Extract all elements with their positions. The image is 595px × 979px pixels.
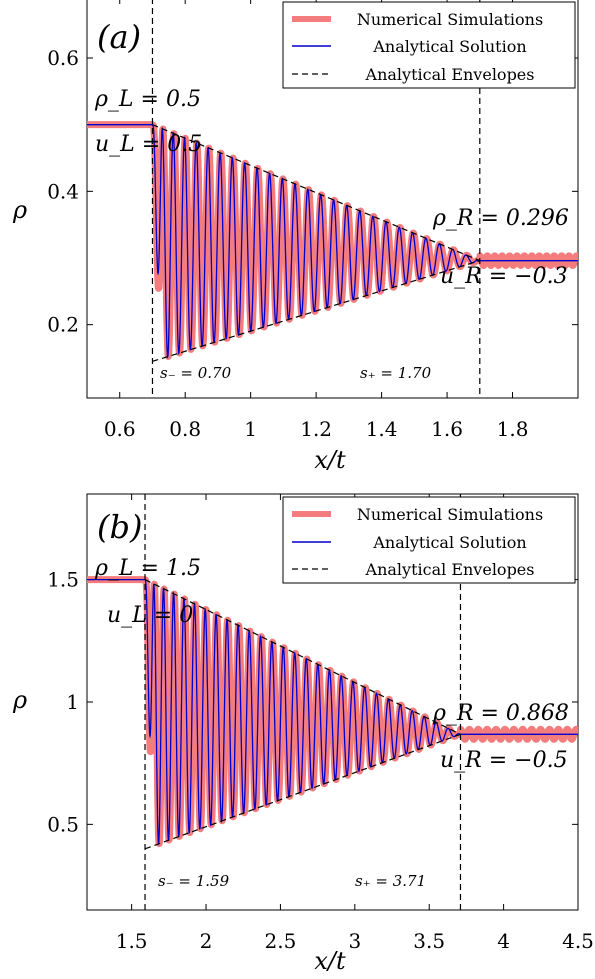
right-state-rho-a: ρ_R = 0.296: [432, 206, 569, 231]
left-state-u-b: u_L = 0: [107, 603, 193, 628]
envelope-upper-b: [144, 579, 461, 735]
legend-entry-analytical-b: Analytical Solution: [372, 533, 526, 552]
x-tick-label-b: 4.5: [562, 929, 594, 953]
legend-box-a: [282, 1, 576, 89]
x-tick-label-a: 1: [244, 417, 257, 441]
x-tick-label-a: 1.6: [431, 417, 463, 441]
s-plus-label-a: s₊ = 1.70: [360, 364, 432, 382]
x-tick-label-b: 3.5: [413, 929, 445, 953]
legend-entry-numerical-a: Numerical Simulations: [357, 10, 543, 29]
x-axis-label-a: x/t: [314, 446, 346, 474]
x-tick-label-b: 1.5: [116, 929, 148, 953]
analytical-solution-line-a: [87, 124, 578, 359]
left-state-rho-a: ρ_L = 0.5: [94, 87, 201, 112]
y-tick-label-b: 1: [66, 690, 79, 714]
s-minus-label-b: s₋ = 1.59: [158, 872, 230, 890]
legend-box-b: [282, 496, 576, 584]
y-tick-label-b: 1.5: [47, 568, 79, 592]
s-minus-label-a: s₋ = 0.70: [160, 364, 232, 382]
ticks-b: 1.5 2 2.5 3 3.5 4 4.5 0.5 1 1.5: [47, 494, 594, 953]
left-state-rho-b: ρ_L = 1.5: [94, 556, 201, 581]
envelope-lower-b: [144, 733, 461, 850]
s-plus-label-b: s₊ = 3.71: [355, 872, 426, 890]
legend-entry-envelope-b: Analytical Envelopes: [365, 560, 535, 579]
x-axis-label-b: x/t: [314, 947, 346, 975]
legend-entry-envelope-a: Analytical Envelopes: [365, 65, 535, 84]
x-tick-label-a: 1.4: [366, 417, 398, 441]
envelope-upper-a: [152, 124, 481, 262]
legend-entry-numerical-b: Numerical Simulations: [357, 505, 543, 524]
panel-label-a: (a): [97, 18, 141, 56]
x-tick-label-b: 2.5: [265, 929, 297, 953]
plot-frame-a: [86, 0, 579, 399]
x-tick-label-a: 1.2: [300, 417, 332, 441]
y-axis-label-b: ρ: [12, 686, 27, 714]
envelope-lower-a: [152, 260, 480, 362]
x-tick-label-a: 1.8: [497, 417, 529, 441]
legend-entry-analytical-a: Analytical Solution: [372, 37, 526, 56]
y-tick-label-a: 0.4: [47, 179, 79, 203]
legend-a: Numerical Simulations Analytical Solutio…: [282, 1, 576, 89]
panel-b: 1.5 2 2.5 3 3.5 4 4.5 0.5 1 1.5 (b) ρ_L = 1.5 u_L…: [12, 493, 594, 975]
y-tick-label-a: 0.2: [47, 313, 79, 337]
y-axis-label-a: ρ: [12, 196, 27, 224]
right-state-rho-b: ρ_R = 0.868: [432, 701, 569, 726]
x-tick-label-a: 0.8: [169, 417, 201, 441]
y-tick-label-a: 0.6: [47, 46, 79, 70]
x-tick-label-a: 0.6: [104, 417, 136, 441]
panel-label-b: (b): [97, 508, 142, 546]
left-state-u-a: u_L = 0.5: [95, 132, 202, 157]
x-tick-label-b: 2: [200, 929, 213, 953]
ticks-a: 0.6 0.8 1 1.2 1.4 1.6 1.8 0.2 0.4 0.6: [47, 0, 578, 441]
x-tick-label-b: 4: [497, 929, 510, 953]
panel-a: 0.6 0.8 1 1.2 1.4 1.6 1.8 0.2 0.4 0.6 (a) ρ_L = 0…: [12, 0, 579, 474]
analytical-solution-line-b: [87, 579, 578, 846]
right-state-u-a: u_R = −0.3: [440, 264, 568, 289]
right-state-u-b: u_R = −0.5: [440, 748, 568, 773]
legend-b: Numerical Simulations Analytical Solutio…: [282, 496, 576, 584]
y-tick-label-b: 0.5: [47, 812, 79, 836]
x-tick-label-b: 3: [348, 929, 361, 953]
